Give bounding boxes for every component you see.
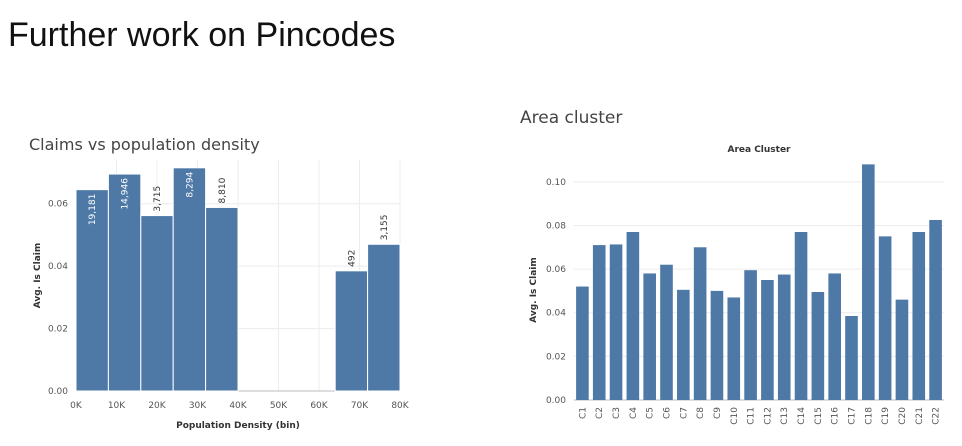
x-tick-label: 40K bbox=[229, 401, 247, 411]
x-tick-label-c18: C18 bbox=[864, 407, 874, 425]
y-tick-label: 0.00 bbox=[546, 396, 566, 406]
x-tick-label-c10: C10 bbox=[730, 407, 740, 425]
bar-c1 bbox=[576, 286, 589, 400]
chart-heading-claims: Claims vs population density bbox=[29, 135, 260, 154]
x-tick-label: 10K bbox=[108, 401, 126, 411]
x-tick-label-c15: C15 bbox=[814, 407, 824, 425]
page-title: Further work on Pincodes bbox=[8, 16, 396, 54]
x-tick-label-c5: C5 bbox=[646, 407, 656, 419]
data-label-density-3: 8,294 bbox=[185, 172, 195, 198]
area-cluster-inner-title: Area Cluster bbox=[727, 145, 791, 155]
bar-density-6 bbox=[367, 243, 401, 392]
x-axis-title: Population Density (bin) bbox=[176, 421, 300, 431]
bar-c8 bbox=[693, 247, 707, 400]
y-tick-label: 0.02 bbox=[546, 352, 566, 362]
data-label-density-0: 19,181 bbox=[88, 194, 98, 226]
bar-c5 bbox=[643, 273, 656, 400]
y-tick-label: 0.06 bbox=[546, 265, 566, 275]
x-tick-label-c9: C9 bbox=[713, 407, 723, 419]
x-tick-label-c16: C16 bbox=[831, 407, 841, 425]
bar-c3 bbox=[609, 244, 623, 400]
x-tick-label-c1: C1 bbox=[578, 407, 588, 419]
chart-heading-area-cluster: Area cluster bbox=[520, 108, 623, 128]
data-label-density-6: 3,155 bbox=[380, 215, 390, 241]
bar-density-4 bbox=[205, 206, 239, 392]
bar-c21 bbox=[912, 232, 926, 400]
x-tick-label-c20: C20 bbox=[898, 407, 908, 425]
y-axis-title: Avg. Is Claim bbox=[33, 243, 43, 309]
bar-c4 bbox=[626, 232, 640, 400]
bar-c13 bbox=[777, 274, 791, 400]
bar-c20 bbox=[895, 299, 909, 400]
y-tick-label: 0.02 bbox=[48, 325, 68, 335]
bar-c9 bbox=[710, 290, 724, 400]
x-tick-label-c17: C17 bbox=[848, 407, 858, 425]
x-tick-label-c12: C12 bbox=[763, 407, 773, 425]
bar-c14 bbox=[794, 232, 808, 400]
x-tick-label-c6: C6 bbox=[663, 407, 673, 419]
x-tick-label-c19: C19 bbox=[881, 407, 891, 425]
x-tick-label: 70K bbox=[351, 401, 369, 411]
x-tick-label: 20K bbox=[148, 401, 166, 411]
x-tick-label-c22: C22 bbox=[932, 407, 942, 425]
data-label-density-2: 3,715 bbox=[153, 186, 163, 212]
y-tick-label: 0.04 bbox=[546, 309, 566, 319]
bar-c22 bbox=[929, 220, 942, 400]
x-tick-label-c7: C7 bbox=[679, 407, 689, 419]
bar-density-3 bbox=[172, 167, 207, 392]
x-tick-label-c4: C4 bbox=[629, 407, 639, 419]
x-tick-label-c21: C21 bbox=[915, 407, 925, 425]
bar-c15 bbox=[811, 292, 825, 400]
x-tick-label: 80K bbox=[391, 401, 409, 411]
bar-density-1 bbox=[107, 173, 142, 392]
y-axis-title-area: Avg. Is Claim bbox=[529, 257, 539, 323]
bar-c2 bbox=[592, 245, 606, 400]
x-tick-label: 30K bbox=[189, 401, 207, 411]
bar-c7 bbox=[677, 289, 690, 400]
x-tick-label: 60K bbox=[310, 401, 328, 411]
bar-c10 bbox=[727, 297, 741, 400]
bar-c6 bbox=[660, 264, 673, 400]
bar-density-2 bbox=[140, 215, 174, 392]
y-tick-label: 0.00 bbox=[48, 387, 68, 397]
x-tick-label: 50K bbox=[270, 401, 288, 411]
bar-c19 bbox=[878, 236, 892, 400]
y-tick-label: 0.10 bbox=[546, 178, 566, 188]
x-tick-label-c3: C3 bbox=[612, 407, 622, 419]
bar-c18 bbox=[862, 164, 875, 400]
x-tick-label: 0K bbox=[70, 401, 83, 411]
x-tick-label-c13: C13 bbox=[780, 407, 790, 425]
y-tick-label: 0.04 bbox=[48, 262, 68, 272]
bar-density-5 bbox=[334, 270, 369, 392]
x-tick-label-c8: C8 bbox=[696, 407, 706, 419]
bar-c11 bbox=[744, 270, 757, 400]
bar-c16 bbox=[828, 273, 841, 400]
x-tick-label-c14: C14 bbox=[797, 407, 807, 425]
y-tick-label: 0.08 bbox=[546, 221, 566, 231]
x-tick-label-c11: C11 bbox=[747, 407, 757, 425]
bar-c17 bbox=[845, 316, 858, 400]
bar-c12 bbox=[761, 280, 774, 400]
x-tick-label-c2: C2 bbox=[595, 407, 605, 419]
y-tick-label: 0.06 bbox=[48, 200, 68, 210]
data-label-density-1: 14,946 bbox=[121, 178, 131, 210]
data-label-density-5: 492 bbox=[347, 250, 357, 267]
data-label-density-4: 8,810 bbox=[218, 177, 228, 203]
